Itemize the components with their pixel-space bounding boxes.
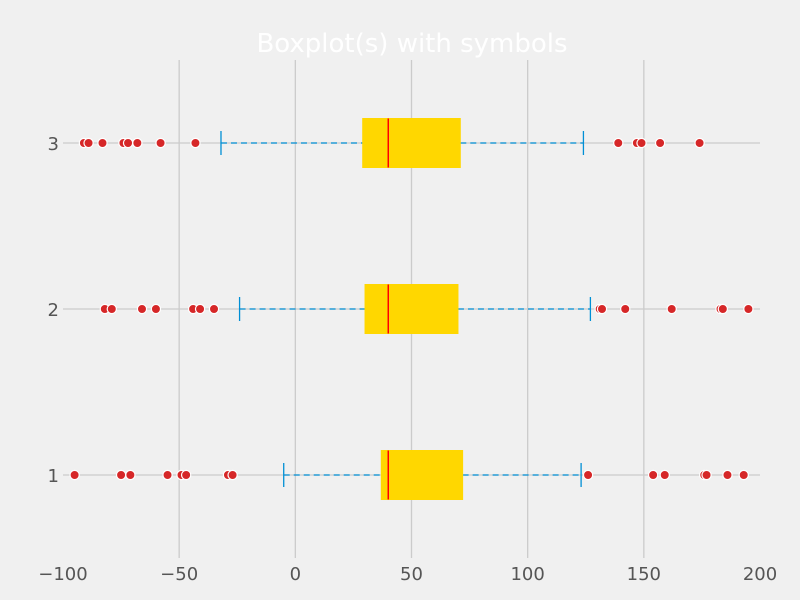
flier-point — [722, 469, 733, 481]
x-tick-label: 100 — [510, 564, 544, 585]
x-tick-label: 50 — [400, 564, 423, 585]
flier-point — [150, 303, 162, 315]
x-tick-label: −50 — [160, 564, 198, 585]
box-body — [362, 118, 461, 168]
flier-point — [659, 469, 670, 481]
x-tick-label: −100 — [38, 564, 87, 585]
y-tick-label: 1 — [48, 466, 59, 487]
flier-point — [162, 469, 173, 481]
box-body — [364, 284, 459, 334]
flier-point — [122, 137, 134, 149]
flier-point — [69, 469, 80, 481]
flier-point — [97, 137, 108, 149]
flier-point — [717, 303, 729, 315]
flier-point — [743, 303, 754, 315]
flier-point — [582, 469, 594, 481]
x-tick-label: 150 — [627, 564, 661, 585]
flier-point — [636, 137, 647, 149]
chart-title: Boxplot(s) with symbols — [256, 29, 567, 59]
flier-point — [106, 303, 117, 315]
flier-point — [83, 137, 94, 149]
box-body — [380, 450, 464, 500]
flier-point — [738, 469, 749, 481]
box-2 — [63, 284, 760, 334]
box-1 — [63, 450, 760, 500]
flier-point — [136, 303, 148, 315]
flier-point — [180, 469, 192, 481]
flier-point — [596, 303, 608, 315]
flier-point — [613, 137, 624, 149]
flier-point — [647, 469, 659, 481]
flier-point — [115, 469, 127, 481]
flier-point — [194, 303, 206, 315]
flier-point — [694, 137, 705, 149]
flier-point — [654, 137, 666, 149]
flier-point — [208, 303, 220, 315]
flier-point — [155, 137, 166, 149]
box-3 — [63, 118, 760, 168]
flier-point — [227, 469, 238, 481]
flier-point — [132, 137, 143, 149]
flier-point — [190, 137, 201, 149]
box-group — [63, 118, 760, 500]
flier-point — [666, 303, 677, 315]
tick-labels: −100 −50 0 50 100 150 200 1 2 3 — [38, 134, 777, 585]
y-tick-label: 2 — [48, 300, 59, 321]
x-tick-label: 200 — [743, 564, 777, 585]
flier-point — [620, 303, 631, 315]
flier-point — [125, 469, 136, 481]
flier-point — [701, 469, 712, 481]
x-tick-label: 0 — [290, 564, 301, 585]
y-tick-label: 3 — [48, 134, 59, 155]
